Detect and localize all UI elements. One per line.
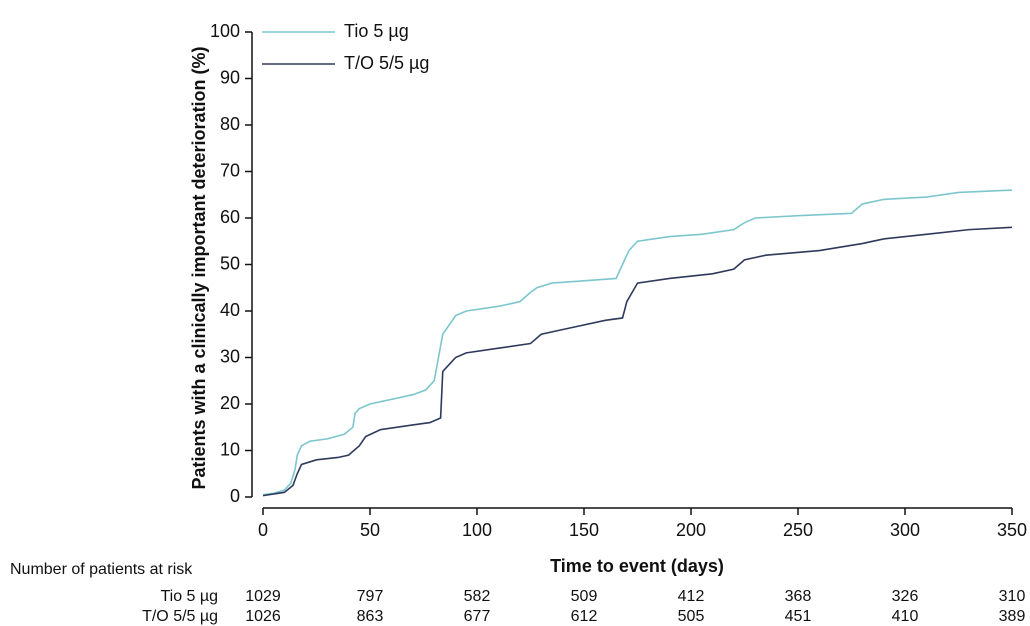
series-line [262, 189, 1013, 496]
x-axis-title: Time to event (days) [550, 556, 724, 576]
y-tick-label: 0 [230, 486, 240, 506]
risk-value: 368 [785, 588, 812, 605]
risk-value: 505 [678, 608, 705, 625]
risk-value: 677 [464, 608, 491, 625]
y-tick-label: 20 [220, 393, 240, 413]
x-tick-label: 150 [569, 520, 599, 540]
risk-value: 509 [571, 588, 598, 605]
x-tick-label: 300 [890, 520, 920, 540]
y-tick-label: 100 [210, 21, 240, 41]
x-tick-label: 200 [676, 520, 706, 540]
y-tick-label: 10 [220, 439, 240, 459]
risk-value: 326 [892, 588, 919, 605]
x-tick-label: 350 [997, 520, 1027, 540]
x-tick-label: 100 [462, 520, 492, 540]
x-tick-label: 250 [783, 520, 813, 540]
y-tick-label: 60 [220, 207, 240, 227]
legend-label: Tio 5 µg [344, 21, 409, 41]
risk-value: 863 [357, 608, 384, 625]
series-line [262, 226, 1013, 497]
y-tick-label: 70 [220, 160, 240, 180]
y-tick-label: 30 [220, 346, 240, 366]
y-axis-title: Patients with a clinically important det… [189, 46, 209, 489]
risk-value: 1026 [245, 608, 281, 625]
risk-row-label: Tio 5 µg [160, 588, 218, 605]
risk-value: 310 [999, 588, 1026, 605]
risk-value: 1029 [245, 588, 281, 605]
risk-table-title: Number of patients at risk [10, 561, 193, 578]
y-tick-label: 50 [220, 253, 240, 273]
y-tick-label: 80 [220, 114, 240, 134]
y-tick-label: 90 [220, 67, 240, 87]
risk-row-label: T/O 5/5 µg [142, 608, 218, 625]
risk-value: 412 [678, 588, 705, 605]
risk-value: 612 [571, 608, 598, 625]
risk-value: 410 [892, 608, 919, 625]
risk-value: 797 [357, 588, 384, 605]
risk-value: 582 [464, 588, 491, 605]
legend-label: T/O 5/5 µg [344, 53, 429, 73]
risk-value: 451 [785, 608, 812, 625]
x-tick-label: 0 [258, 520, 268, 540]
y-tick-label: 40 [220, 300, 240, 320]
risk-value: 389 [999, 608, 1026, 625]
x-tick-label: 50 [360, 520, 380, 540]
